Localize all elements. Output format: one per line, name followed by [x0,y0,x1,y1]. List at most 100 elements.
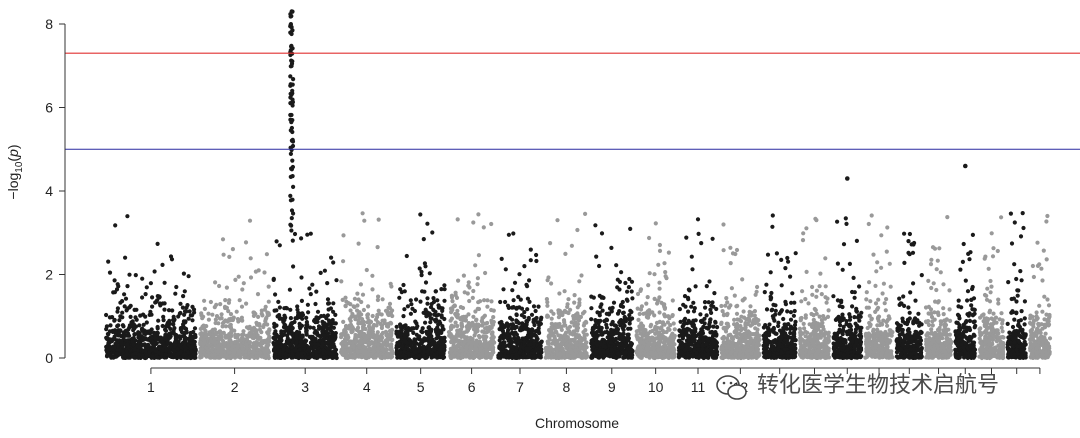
snp-point [289,208,295,213]
snp-point [173,342,178,347]
snp-point [115,338,120,343]
snp-point [202,325,207,330]
snp-point [377,338,382,343]
snp-point [123,333,128,338]
snp-point [113,223,118,228]
snp-point [531,354,536,359]
snp-point [563,251,568,256]
snp-point [202,306,207,311]
snp-point [272,347,277,352]
snp-point [482,336,488,342]
snp-point [610,319,615,325]
snp-point [162,301,167,306]
snp-point [476,300,481,305]
snp-point [560,348,566,353]
snp-point [408,298,413,303]
snp-point [450,299,455,304]
snp-point [290,332,295,338]
snp-point [461,273,466,278]
snp-point [574,332,579,338]
snp-point [220,321,226,326]
snp-point [251,313,256,318]
snp-point [223,324,228,329]
snp-point [168,326,173,331]
snp-point [291,184,296,189]
snp-point [140,353,145,358]
snp-point [166,308,172,313]
snp-point [318,353,323,358]
snp-point [471,288,476,294]
snp-point [327,351,332,356]
snp-point [597,293,602,298]
snp-point [287,287,292,292]
snp-point [247,332,252,337]
snp-point [161,318,166,323]
snp-point [330,331,335,336]
snp-point [289,44,294,49]
snp-point [559,324,564,330]
snp-point [370,313,375,319]
snp-point [217,283,222,289]
snp-point [243,240,249,245]
snp-point [237,298,242,303]
snp-point [384,343,389,348]
snp-point [442,287,447,292]
snp-point [528,258,533,263]
snp-point [356,349,361,354]
snp-point [432,318,438,323]
snp-point [455,217,460,222]
snp-point [471,220,476,225]
snp-point [460,348,465,353]
snp-point [597,348,602,353]
snp-point [472,340,477,346]
snp-point [166,353,171,358]
snp-point [439,330,444,335]
snp-point [505,303,511,308]
snp-point [288,117,293,122]
snp-point [289,223,294,228]
snp-point [283,352,288,357]
snp-point [341,259,346,264]
snp-point [257,350,262,356]
snp-point [440,324,445,329]
snp-point [522,339,527,345]
snp-point [206,311,211,316]
snp-point [575,305,580,310]
snp-point [175,334,180,339]
snp-point [198,326,203,331]
snp-point [466,283,471,288]
snp-point [277,243,282,248]
snp-point [223,298,228,303]
snp-point [124,351,130,356]
snp-point [423,320,428,325]
snp-point [106,340,111,345]
snp-point [501,287,506,292]
snp-point [283,342,288,347]
snp-point [122,304,127,309]
snp-point [171,314,176,319]
snp-point [484,351,489,356]
snp-point [572,323,577,328]
snp-point [265,310,270,315]
snp-point [116,284,121,289]
snp-point [491,335,496,340]
snp-point [508,348,513,353]
snp-point [518,328,523,333]
snp-point [325,297,331,302]
snp-point [617,279,623,284]
snp-point [526,329,531,334]
snp-point [263,353,268,359]
snp-point [478,347,483,353]
snp-point [630,316,635,321]
snp-point [178,301,183,306]
snp-point [243,342,249,347]
snp-point [289,112,294,118]
snp-point [529,312,535,317]
snp-point [227,254,232,259]
snp-point [528,247,533,252]
snp-point [355,308,360,313]
snp-point [362,218,367,223]
snp-point [143,292,148,297]
snp-point [374,352,379,357]
snp-point [239,344,244,349]
